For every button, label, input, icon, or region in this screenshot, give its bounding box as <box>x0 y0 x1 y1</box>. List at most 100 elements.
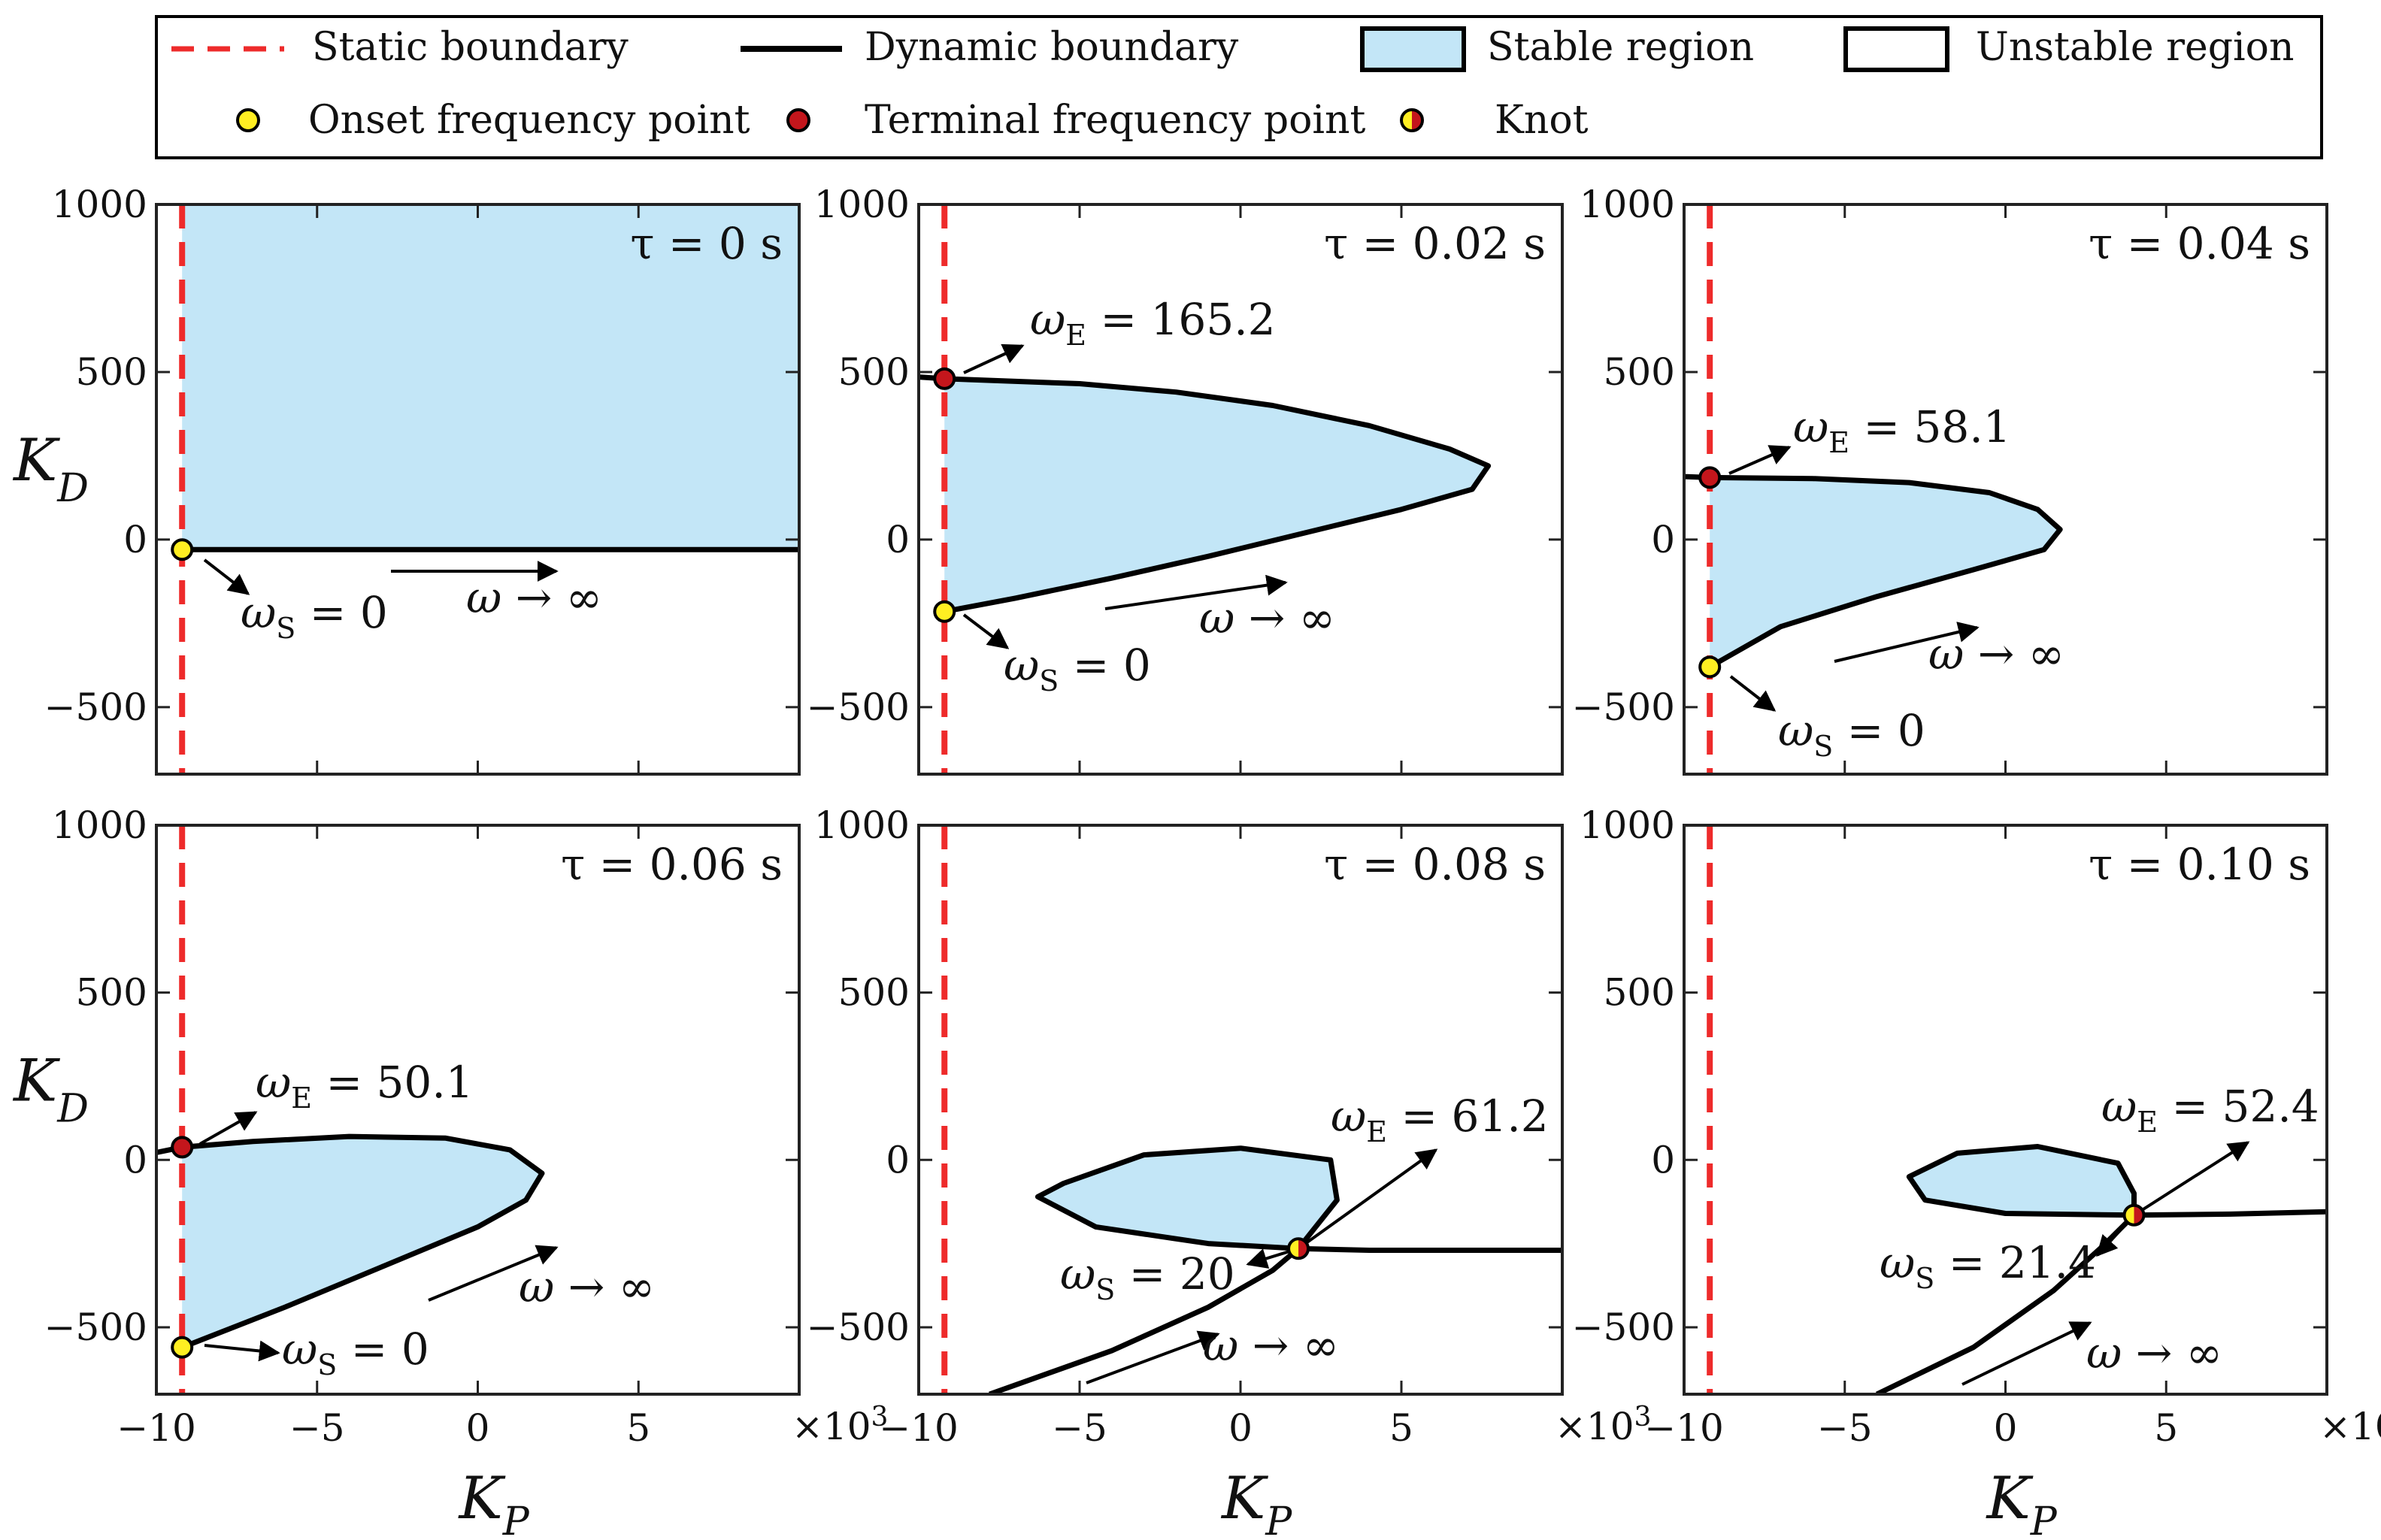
y-tick-label: 1000 <box>52 803 147 847</box>
x-exponent-label: ×103 <box>792 1402 888 1448</box>
onset-label: ωS = 0 <box>241 587 388 645</box>
terminal-arrow <box>199 1111 258 1145</box>
onset-point <box>171 538 194 561</box>
plot-area <box>941 825 1562 1394</box>
x-axis-label: KP <box>1986 1465 2058 1540</box>
omega-infinity-label: ω → ∞ <box>1928 628 2064 679</box>
legend-item-static: Static boundary <box>171 25 629 70</box>
x-axis-label: KP <box>1220 1465 1292 1540</box>
tau-label: τ = 0 s <box>630 218 783 269</box>
omega-direction-arrow <box>1961 1321 2092 1386</box>
stable-region <box>944 378 1489 612</box>
y-tick-label: 500 <box>838 971 910 1015</box>
onset-point <box>933 600 956 623</box>
plot-area <box>179 204 799 774</box>
x-tick-label: 0 <box>1994 1406 2018 1450</box>
dynamic-boundary <box>156 1133 545 1350</box>
y-tick-label: 500 <box>1604 971 1675 1015</box>
panel-6: −500 0 500 1000 −10 −5 0 5 ×103 KP τ = 0.10 s ω → ∞… <box>1572 803 2381 1540</box>
y-tick-label: 1000 <box>1580 183 1675 226</box>
terminal-arrow <box>963 343 1025 374</box>
legend-box <box>155 15 2323 159</box>
plot-area <box>156 825 545 1394</box>
terminal-arrow <box>1728 445 1792 475</box>
legend-label-stable: Stable region <box>1487 25 1754 70</box>
y-tick-label: 1000 <box>814 803 910 847</box>
onset-point-swatch <box>236 108 260 132</box>
x-tick-label: 0 <box>466 1406 490 1450</box>
knot-e-label: ωE = 61.2 <box>1331 1091 1549 1148</box>
knot-e-arrow <box>1297 1148 1438 1250</box>
omega-infinity-label: ω → ∞ <box>2086 1327 2222 1378</box>
x-tick-label: −5 <box>289 1406 345 1450</box>
x-axis-label: KP <box>458 1465 530 1540</box>
y-tick-label: 500 <box>1604 350 1675 394</box>
stable-region <box>182 204 799 550</box>
tau-label: τ = 0.02 s <box>1324 218 1546 269</box>
y-tick-label: −500 <box>807 1306 910 1349</box>
y-tick-label: 0 <box>886 1138 910 1181</box>
knot-e-arrow <box>2133 1141 2250 1217</box>
terminal-label: ωE = 50.1 <box>256 1057 474 1115</box>
stable-region <box>182 1136 542 1348</box>
omega-direction-arrow <box>1086 1330 1220 1384</box>
y-tick-label: 1000 <box>1580 803 1675 847</box>
y-tick-label: 0 <box>123 518 147 561</box>
y-tick-label: −500 <box>807 685 910 729</box>
y-tick-label: 0 <box>886 518 910 561</box>
dynamic-boundary <box>1684 473 2063 670</box>
onset-point <box>1698 655 1722 679</box>
legend-label-terminal: Terminal frequency point <box>865 98 1366 143</box>
x-tick-label: 0 <box>1228 1406 1253 1450</box>
knot-e-label: ωE = 52.4 <box>2101 1081 2319 1139</box>
unstable-region-swatch <box>1843 26 1949 72</box>
y-tick-label: −500 <box>44 685 147 729</box>
plot-area <box>1707 825 2327 1394</box>
x-exponent-label: ×103 <box>1555 1402 1651 1448</box>
knot-outline <box>2122 1203 2146 1227</box>
x-tick-label: 5 <box>1389 1406 1413 1450</box>
terminal-point-swatch <box>786 108 810 132</box>
x-tick-label: 5 <box>626 1406 650 1450</box>
omega-infinity-label: ω → ∞ <box>519 1261 655 1312</box>
knot-point <box>2122 1203 2146 1227</box>
dynamic-boundary <box>919 374 1492 615</box>
legend-label-unstable: Unstable region <box>1976 25 2294 70</box>
x-tick-label: −10 <box>117 1406 196 1450</box>
onset-point <box>171 1336 194 1359</box>
panel-3: −500 0 500 1000 τ = 0.04 s ω → ∞ωS = 0 ωE = 58… <box>1572 183 2328 776</box>
stable-region <box>1038 1148 1337 1249</box>
omega-direction-arrow <box>428 1245 559 1302</box>
tau-label: τ = 0.10 s <box>2089 839 2310 890</box>
terminal-point <box>933 367 956 390</box>
omega-direction-arrow <box>1834 622 1980 663</box>
legend-item-unstable: Unstable region <box>1843 25 2294 72</box>
omega-infinity-label: ω → ∞ <box>1203 1320 1339 1371</box>
y-tick-label: 1000 <box>52 183 147 226</box>
onset-arrow <box>204 1340 280 1362</box>
y-axis-label: KD <box>12 427 89 511</box>
y-tick-label: 0 <box>1651 518 1675 561</box>
onset-arrow <box>203 558 250 595</box>
dynamic-boundary <box>1034 1145 1562 1253</box>
y-tick-label: 500 <box>838 350 910 394</box>
plot-area <box>1684 204 2063 774</box>
x-tick-label: −5 <box>1052 1406 1107 1450</box>
x-tick-label: −10 <box>1644 1406 1724 1450</box>
stable-region-swatch <box>1360 26 1466 72</box>
terminal-point <box>171 1136 194 1159</box>
legend-item-dynamic: Dynamic boundary <box>741 25 1239 70</box>
y-tick-label: 500 <box>76 971 147 1015</box>
panel-5: −500 0 500 1000 −10 −5 0 5 ×103 KP τ = 0.08 s ω → ∞… <box>807 803 1652 1540</box>
legend-item-stable: Stable region <box>1360 25 1754 72</box>
y-tick-label: 0 <box>123 1138 147 1181</box>
y-tick-label: 0 <box>1651 1138 1675 1181</box>
terminal-label: ωE = 58.1 <box>1793 401 2011 459</box>
omega-direction-arrow <box>1104 574 1288 610</box>
legend-label-dynamic: Dynamic boundary <box>865 25 1239 70</box>
y-axis-label: KD <box>12 1048 89 1132</box>
legend-item-onset: Onset frequency point <box>236 98 750 143</box>
knot-half-yellow <box>2125 1206 2134 1224</box>
